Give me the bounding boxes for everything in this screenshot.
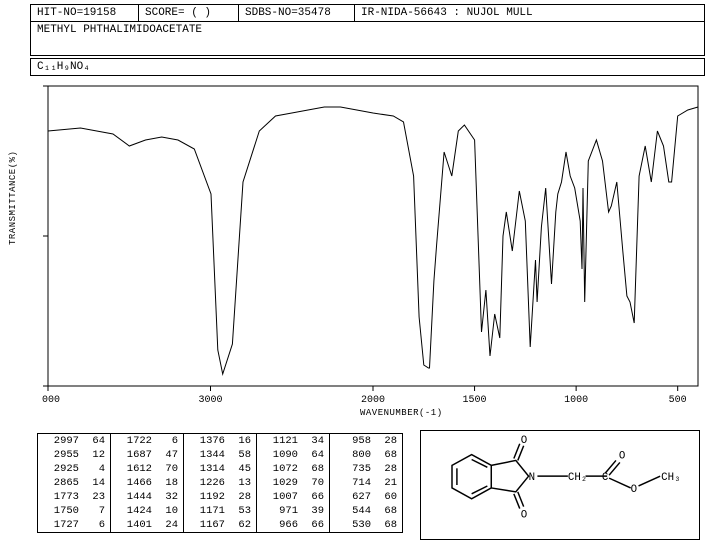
peak-row: 177323: [38, 490, 110, 504]
svg-text:3000: 3000: [198, 395, 222, 406]
peak-row: 100766: [257, 490, 329, 504]
peak-row: 131445: [184, 462, 256, 476]
peak-row: 80068: [330, 448, 402, 462]
peak-row: 299764: [38, 434, 110, 448]
compound-name: METHYL PHTHALIMIDOACETATE: [31, 22, 704, 55]
peak-row: 168747: [111, 448, 183, 462]
ir-info: IR-NIDA-56643 : NUJOL MULL: [355, 5, 704, 21]
ir-spectrum-chart: 40003000200015001000500050100: [42, 80, 702, 410]
peak-row: 62760: [330, 490, 402, 504]
peak-table: 2997642955122925428651417732317507172761…: [37, 433, 403, 533]
peak-row: 107268: [257, 462, 329, 476]
peak-row: 53068: [330, 518, 402, 532]
score: SCORE= ( ): [139, 5, 239, 21]
peak-row: 102970: [257, 476, 329, 490]
svg-text:O: O: [521, 435, 527, 447]
peak-row: 29254: [38, 462, 110, 476]
svg-text:CH₂: CH₂: [568, 472, 587, 484]
peak-row: 112134: [257, 434, 329, 448]
peak-row: 137616: [184, 434, 256, 448]
peak-row: 17226: [111, 434, 183, 448]
y-axis-label: TRANSMITTANCE(%): [8, 151, 18, 245]
peak-row: 144432: [111, 490, 183, 504]
peak-row: 95828: [330, 434, 402, 448]
peak-row: 134458: [184, 448, 256, 462]
peak-column: 95828800687352871421627605446853068: [329, 433, 403, 533]
peak-row: 116762: [184, 518, 256, 532]
molecular-formula: C₁₁H₉NO₄: [30, 58, 705, 76]
peak-column: 1376161344581314451226131192281171531167…: [183, 433, 256, 533]
svg-text:500: 500: [669, 395, 687, 406]
peak-row: 73528: [330, 462, 402, 476]
peak-row: 71421: [330, 476, 402, 490]
peak-row: 17507: [38, 504, 110, 518]
svg-text:CH₃: CH₃: [661, 472, 680, 484]
peak-row: 122613: [184, 476, 256, 490]
peak-row: 146618: [111, 476, 183, 490]
peak-row: 142410: [111, 504, 183, 518]
svg-text:2000: 2000: [361, 395, 385, 406]
x-axis-label: WAVENUMBER(-1): [360, 408, 443, 418]
svg-text:O: O: [619, 450, 625, 462]
peak-row: 161270: [111, 462, 183, 476]
peak-row: 96666: [257, 518, 329, 532]
peak-row: 97139: [257, 504, 329, 518]
peak-row: 109064: [257, 448, 329, 462]
peak-column: 1722616874716127014661814443214241014012…: [110, 433, 183, 533]
svg-text:1000: 1000: [564, 395, 588, 406]
peak-row: 17276: [38, 518, 110, 532]
peak-column: 1121341090641072681029701007669713996666: [256, 433, 329, 533]
header: HIT-NO=19158 SCORE= ( ) SDBS-NO=35478 IR…: [30, 4, 705, 56]
svg-text:O: O: [521, 509, 527, 521]
sdbs-no: SDBS-NO=35478: [239, 5, 355, 21]
peak-row: 140124: [111, 518, 183, 532]
hit-no: HIT-NO=19158: [31, 5, 139, 21]
peak-row: 286514: [38, 476, 110, 490]
svg-text:N: N: [529, 472, 535, 484]
svg-text:4000: 4000: [42, 395, 60, 406]
peak-column: 299764295512292542865141773231750717276: [37, 433, 110, 533]
svg-text:1500: 1500: [463, 395, 487, 406]
peak-row: 54468: [330, 504, 402, 518]
peak-row: 119228: [184, 490, 256, 504]
peak-row: 295512: [38, 448, 110, 462]
svg-text:O: O: [631, 484, 637, 496]
peak-row: 117153: [184, 504, 256, 518]
molecular-structure: N CH₂ C O O O O CH₃: [420, 430, 700, 540]
svg-text:C: C: [602, 472, 609, 484]
